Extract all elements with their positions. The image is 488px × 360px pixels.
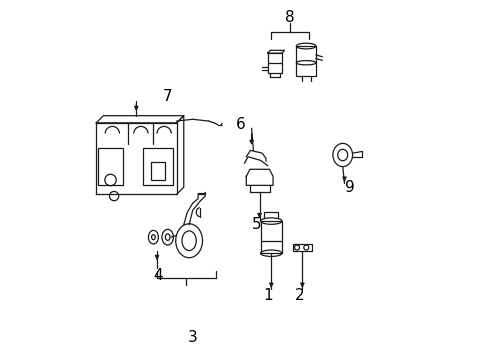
Text: 4: 4 — [153, 268, 163, 283]
Bar — [151, 162, 165, 180]
Bar — [296, 46, 315, 76]
Bar — [142, 148, 173, 185]
Text: 3: 3 — [187, 330, 197, 345]
Text: 9: 9 — [345, 180, 354, 195]
Text: 5: 5 — [252, 217, 261, 232]
Text: 1: 1 — [263, 288, 272, 302]
Text: 6: 6 — [235, 117, 245, 132]
Bar — [98, 148, 123, 185]
Text: 2: 2 — [294, 288, 304, 302]
Bar — [292, 244, 312, 251]
Text: 8: 8 — [285, 10, 294, 25]
Bar — [267, 53, 282, 73]
Text: 7: 7 — [163, 89, 172, 104]
Bar — [260, 221, 282, 253]
